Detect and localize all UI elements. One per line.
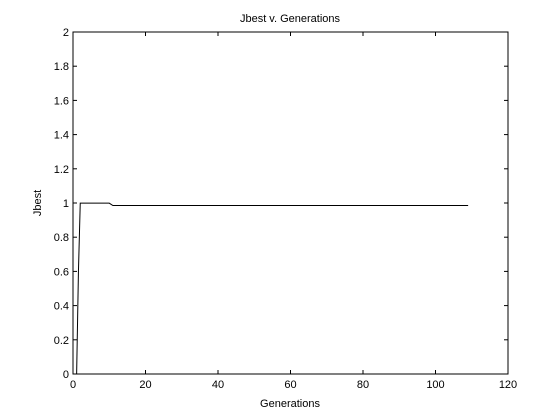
x-axis-label: Generations	[260, 398, 320, 410]
x-tick-label: 20	[139, 379, 151, 391]
series-line-jbest	[76, 202, 469, 375]
x-tick-label: 60	[284, 379, 296, 391]
y-axis-label: Jbest	[32, 190, 44, 216]
x-tick-label: 0	[70, 379, 76, 391]
y-tick-label: 0.4	[54, 301, 69, 313]
x-tick-label: 40	[212, 379, 224, 391]
y-tick-label: 1.4	[54, 130, 69, 142]
y-tick-label: 0	[63, 369, 69, 381]
y-axis-ticks: 0 0.2 0.4 0.6 0.8 1 1.2 1.4 1.6 1.8 2	[54, 27, 508, 381]
y-tick-label: 0.6	[54, 266, 69, 278]
plot-area	[72, 31, 509, 375]
chart-title: Jbest v. Generations	[240, 13, 341, 25]
y-tick-label: 0.8	[54, 232, 69, 244]
x-axis-ticks: 0 20 40 60 80 100 120	[70, 32, 517, 391]
y-tick-label: 1.6	[54, 95, 69, 107]
y-tick-label: 2	[63, 27, 69, 39]
x-tick-label: 80	[357, 379, 369, 391]
x-tick-label: 100	[426, 379, 444, 391]
y-tick-label: 1	[63, 198, 69, 210]
y-tick-label: 0.2	[54, 335, 69, 347]
series-layer	[76, 202, 469, 375]
x-tick-label: 120	[499, 379, 517, 391]
y-tick-label: 1.8	[54, 61, 69, 73]
y-tick-label: 1.2	[54, 164, 69, 176]
